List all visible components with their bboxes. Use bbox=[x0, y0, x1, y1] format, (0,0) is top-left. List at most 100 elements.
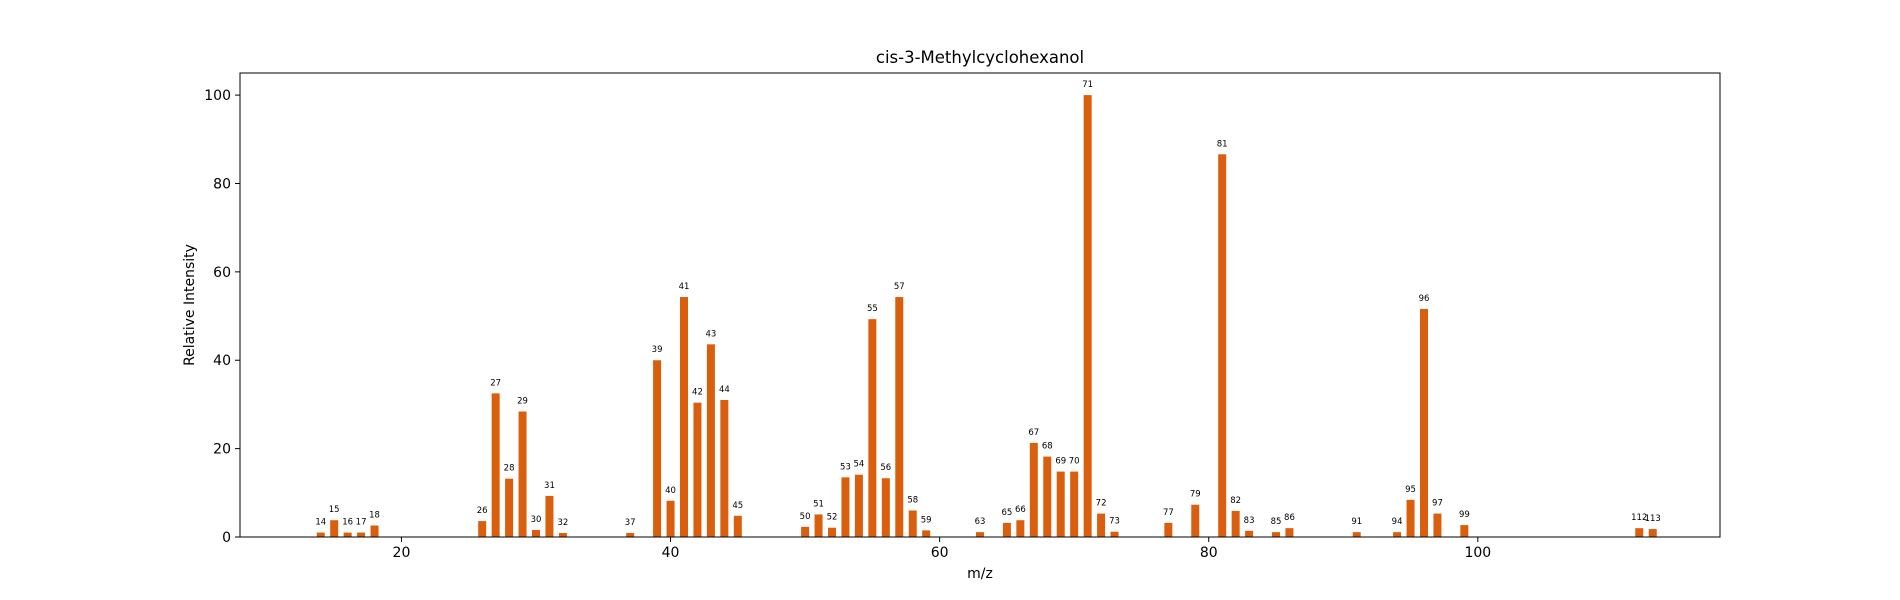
bar-label-mz-52: 52 bbox=[827, 513, 838, 523]
bar-mz-26 bbox=[478, 521, 487, 537]
bar-mz-40 bbox=[666, 500, 675, 537]
bar-label-mz-83: 83 bbox=[1244, 516, 1255, 526]
bar-label-mz-113: 113 bbox=[1645, 514, 1661, 524]
bar-label-mz-63: 63 bbox=[975, 517, 986, 527]
bar-mz-37 bbox=[626, 533, 635, 537]
bar-label-mz-68: 68 bbox=[1042, 442, 1053, 452]
bar-label-mz-82: 82 bbox=[1230, 496, 1241, 506]
bar-mz-73 bbox=[1110, 531, 1119, 537]
bar-mz-96 bbox=[1420, 308, 1428, 537]
chart-title: cis-3-Methylcyclohexanol bbox=[876, 48, 1084, 67]
bar-label-mz-39: 39 bbox=[652, 345, 663, 355]
bar-mz-43 bbox=[706, 344, 715, 537]
bar-label-mz-51: 51 bbox=[813, 499, 824, 509]
y-tick-label-60: 60 bbox=[213, 265, 231, 281]
bar-mz-31 bbox=[545, 495, 554, 537]
bar-mz-55 bbox=[868, 319, 877, 537]
bar-label-mz-42: 42 bbox=[692, 388, 703, 398]
bar-label-mz-94: 94 bbox=[1392, 517, 1403, 527]
bar-label-mz-73: 73 bbox=[1109, 517, 1120, 527]
bar-label-mz-79: 79 bbox=[1190, 490, 1201, 500]
x-tick-label-40: 40 bbox=[662, 545, 680, 561]
bar-mz-67 bbox=[1029, 442, 1038, 537]
bar-mz-53 bbox=[841, 477, 850, 537]
bar-label-mz-27: 27 bbox=[490, 378, 501, 388]
bar-label-mz-16: 16 bbox=[342, 518, 353, 528]
bar-mz-59 bbox=[922, 530, 931, 537]
bar-label-mz-45: 45 bbox=[732, 501, 743, 511]
bar-label-mz-99: 99 bbox=[1459, 510, 1470, 520]
bar-label-mz-55: 55 bbox=[867, 304, 878, 314]
y-tick-label-40: 40 bbox=[213, 353, 231, 369]
bar-label-mz-50: 50 bbox=[800, 512, 811, 522]
bar-label-mz-44: 44 bbox=[719, 385, 730, 395]
bar-mz-30 bbox=[532, 529, 540, 537]
bar-mz-79 bbox=[1191, 504, 1200, 537]
bar-mz-70 bbox=[1070, 471, 1079, 537]
bar-mz-91 bbox=[1352, 532, 1361, 537]
bar-mz-72 bbox=[1097, 513, 1106, 537]
bar-label-mz-37: 37 bbox=[625, 518, 636, 528]
x-axis-title: m/z bbox=[967, 566, 993, 582]
bar-label-mz-57: 57 bbox=[894, 282, 905, 292]
bar-label-mz-85: 85 bbox=[1271, 517, 1282, 527]
bar-mz-113 bbox=[1648, 529, 1657, 537]
bar-mz-56 bbox=[881, 478, 890, 537]
bar-label-mz-18: 18 bbox=[369, 511, 380, 521]
bar-label-mz-32: 32 bbox=[557, 518, 568, 528]
bar-mz-63 bbox=[976, 532, 984, 537]
bar-mz-50 bbox=[801, 526, 810, 537]
bar-label-mz-56: 56 bbox=[880, 463, 891, 473]
bar-label-mz-30: 30 bbox=[531, 515, 542, 525]
bar-mz-52 bbox=[828, 527, 836, 537]
bar-label-mz-14: 14 bbox=[315, 518, 326, 528]
bar-mz-58 bbox=[908, 510, 917, 537]
bar-mz-41 bbox=[680, 297, 688, 537]
y-tick-label-0: 0 bbox=[222, 530, 231, 546]
bar-mz-69 bbox=[1056, 471, 1065, 537]
x-tick-label-20: 20 bbox=[393, 545, 411, 561]
x-tick-label-100: 100 bbox=[1464, 545, 1491, 561]
bar-mz-28 bbox=[505, 478, 514, 537]
bar-label-mz-66: 66 bbox=[1015, 505, 1026, 515]
bar-label-mz-54: 54 bbox=[853, 460, 864, 470]
bar-mz-39 bbox=[653, 360, 662, 537]
bar-mz-27 bbox=[491, 393, 500, 537]
bar-mz-81 bbox=[1218, 154, 1227, 537]
bar-mz-14 bbox=[316, 532, 325, 537]
bar-mz-17 bbox=[357, 532, 366, 537]
bar-mz-57 bbox=[895, 297, 904, 537]
x-tick-label-80: 80 bbox=[1200, 545, 1218, 561]
bar-mz-71 bbox=[1083, 95, 1092, 537]
bar-label-mz-58: 58 bbox=[907, 495, 918, 505]
bar-mz-66 bbox=[1016, 520, 1025, 537]
bar-label-mz-70: 70 bbox=[1069, 457, 1080, 467]
y-axis-title: Relative Intensity bbox=[182, 244, 198, 366]
bar-label-mz-59: 59 bbox=[921, 515, 932, 525]
bar-label-mz-28: 28 bbox=[504, 464, 515, 474]
bar-label-mz-81: 81 bbox=[1217, 139, 1228, 149]
bar-label-mz-97: 97 bbox=[1432, 499, 1443, 509]
bar-mz-44 bbox=[720, 400, 729, 537]
bar-label-mz-29: 29 bbox=[517, 397, 528, 407]
bar-label-mz-96: 96 bbox=[1419, 294, 1430, 304]
bar-mz-85 bbox=[1272, 532, 1280, 537]
bar-label-mz-72: 72 bbox=[1096, 499, 1107, 509]
bar-mz-86 bbox=[1285, 528, 1294, 537]
bar-mz-45 bbox=[733, 515, 742, 537]
bar-label-mz-71: 71 bbox=[1082, 80, 1093, 90]
bar-mz-29 bbox=[518, 411, 527, 537]
y-tick-label-100: 100 bbox=[204, 88, 231, 104]
bar-label-mz-40: 40 bbox=[665, 486, 676, 496]
bar-mz-112 bbox=[1635, 528, 1644, 537]
bar-label-mz-43: 43 bbox=[705, 329, 716, 339]
bar-label-mz-26: 26 bbox=[477, 506, 488, 516]
bar-label-mz-65: 65 bbox=[1001, 508, 1012, 518]
bar-mz-82 bbox=[1231, 510, 1240, 537]
bar-mz-97 bbox=[1433, 513, 1442, 537]
bar-mz-42 bbox=[693, 402, 702, 537]
y-axis: 0 20 40 60 80 100 bbox=[204, 88, 240, 546]
bar-mz-68 bbox=[1043, 456, 1052, 537]
y-tick-label-20: 20 bbox=[213, 442, 231, 458]
